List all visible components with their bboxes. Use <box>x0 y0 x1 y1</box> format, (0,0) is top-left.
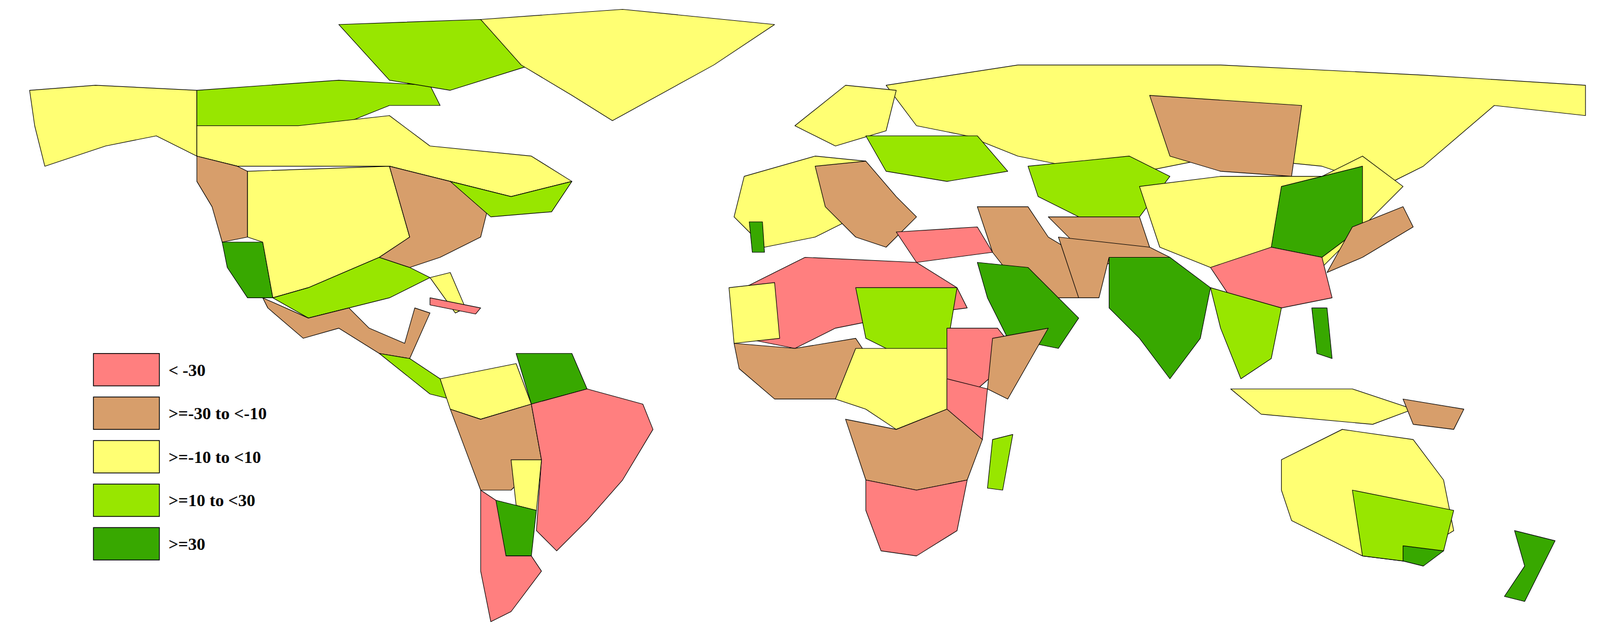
svg-text:>=-30 to <-10: >=-30 to <-10 <box>168 403 267 423</box>
svg-text:< -30: < -30 <box>168 360 206 380</box>
svg-text:>=-10 to <10: >=-10 to <10 <box>168 447 262 467</box>
svg-text:>=30: >=30 <box>168 534 206 554</box>
svg-text:>=10 to <30: >=10 to <30 <box>168 490 256 510</box>
